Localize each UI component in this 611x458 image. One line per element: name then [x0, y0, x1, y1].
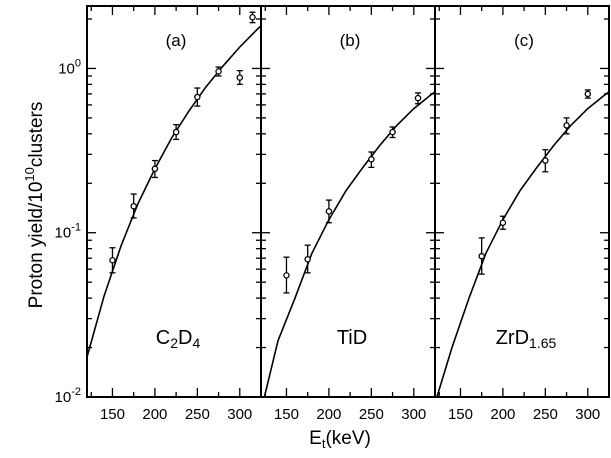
- material-label: TiD: [337, 327, 367, 349]
- x-axis-label-main: E: [309, 428, 322, 449]
- data-point: [172, 128, 180, 136]
- y-axis-label-main: Proton yield/10: [26, 182, 47, 309]
- data-point: [368, 156, 375, 163]
- x-tick-label: 300: [575, 406, 600, 423]
- x-tick-label: 300: [401, 406, 426, 423]
- data-point: [215, 68, 222, 75]
- y-axis-label: Proton yield/1010clusters: [22, 102, 47, 309]
- material-label: C2D4: [156, 327, 201, 351]
- panel-frame: [434, 5, 610, 398]
- x-tick-label: 150: [274, 406, 299, 423]
- data-point: [194, 93, 201, 101]
- x-tick-label: 150: [448, 406, 473, 423]
- data-point: [584, 90, 592, 98]
- x-tick-label: 300: [227, 406, 252, 423]
- data-point: [478, 252, 485, 260]
- y-axis-label-exponent: 10: [22, 167, 37, 181]
- data-point: [542, 157, 549, 164]
- x-tick-label: 250: [359, 406, 384, 423]
- x-axis-label-tail: (keV): [325, 428, 370, 449]
- model-curve: [436, 91, 609, 397]
- x-tick-label: 200: [490, 406, 515, 423]
- data-point: [151, 165, 159, 173]
- x-tick-label: 200: [316, 406, 341, 423]
- y-tick-label: 10-1: [55, 222, 81, 242]
- data-point: [130, 202, 137, 210]
- panel-label: (a): [166, 31, 187, 50]
- model-curve: [263, 91, 435, 397]
- x-tick-label: 250: [185, 406, 210, 423]
- x-axis-label: Et(keV): [309, 428, 371, 451]
- data-point: [389, 128, 396, 136]
- panel-label: (b): [340, 31, 361, 50]
- x-tick-label: 150: [100, 406, 125, 423]
- data-point: [249, 13, 256, 21]
- y-axis-label-tail: clusters: [26, 102, 47, 167]
- data-point: [109, 256, 116, 264]
- panel-a: 150 200 250 300 10-2 10-1 100 (a) C2D4: [55, 5, 262, 423]
- x-tick-label: 250: [533, 406, 558, 423]
- panel-b: 150 200 250 300 (b) TiD: [260, 5, 436, 423]
- data-point: [236, 74, 244, 81]
- data-point: [499, 219, 507, 227]
- panel-label: (c): [514, 31, 534, 50]
- data-point: [563, 122, 570, 129]
- data-point: [325, 208, 333, 215]
- material-label: ZrD1.65: [496, 327, 557, 351]
- y-tick-label: 10-2: [55, 386, 81, 406]
- data-point: [414, 94, 422, 102]
- data-point: [283, 272, 290, 279]
- x-tick-label: 200: [142, 406, 167, 423]
- x-axis-label-sub: t: [322, 436, 326, 451]
- model-curve: [87, 25, 261, 358]
- data-point: [304, 255, 311, 263]
- y-tick-label: 100: [58, 57, 81, 77]
- panel-c: 150 200 250 300 (c) ZrD1.65: [434, 5, 610, 423]
